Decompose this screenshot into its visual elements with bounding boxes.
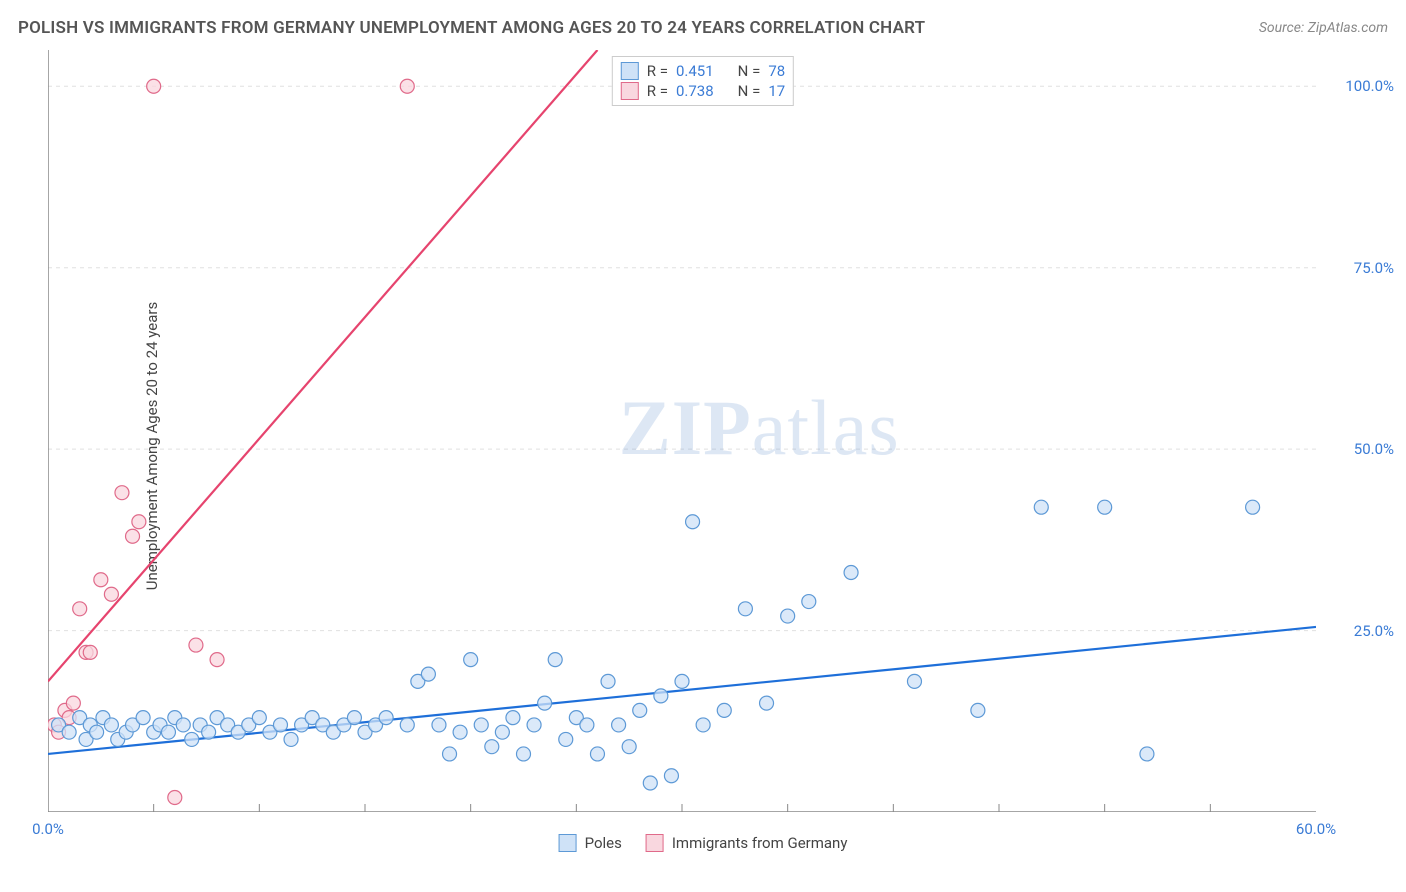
swatch-germany [621, 82, 639, 100]
r-value-germany: 0.738 [676, 82, 714, 100]
legend-label-poles: Poles [585, 834, 622, 852]
series-legend: Poles Immigrants from Germany [559, 834, 848, 852]
swatch-poles [621, 62, 639, 80]
swatch-poles-icon [559, 834, 577, 852]
r-label: R = [647, 62, 668, 80]
scatter-chart [48, 50, 1316, 812]
correlation-legend: R = 0.451 N = 78 R = 0.738 N = 17 [612, 56, 794, 106]
y-tick-label: 100.0% [1345, 77, 1394, 95]
legend-row-poles: R = 0.451 N = 78 [621, 61, 785, 81]
legend-item-germany: Immigrants from Germany [646, 834, 848, 852]
chart-title: POLISH VS IMMIGRANTS FROM GERMANY UNEMPL… [18, 18, 925, 38]
swatch-germany-icon [646, 834, 664, 852]
n-value-poles: 78 [768, 62, 785, 80]
legend-item-poles: Poles [559, 834, 622, 852]
y-tick-label: 25.0% [1354, 622, 1394, 640]
r-label: R = [647, 82, 668, 100]
chart-header: POLISH VS IMMIGRANTS FROM GERMANY UNEMPL… [18, 18, 1388, 38]
r-value-poles: 0.451 [676, 62, 714, 80]
source-label: Source: ZipAtlas.com [1259, 20, 1388, 36]
n-label: N = [738, 82, 761, 100]
y-tick-label: 50.0% [1354, 440, 1394, 458]
x-tick-label: 60.0% [1296, 820, 1336, 838]
legend-row-germany: R = 0.738 N = 17 [621, 81, 785, 101]
x-tick-label: 0.0% [32, 820, 64, 838]
chart-plot-area [48, 50, 1316, 812]
legend-label-germany: Immigrants from Germany [672, 834, 848, 852]
n-label: N = [738, 62, 761, 80]
n-value-germany: 17 [768, 82, 785, 100]
y-tick-label: 75.0% [1354, 259, 1394, 277]
